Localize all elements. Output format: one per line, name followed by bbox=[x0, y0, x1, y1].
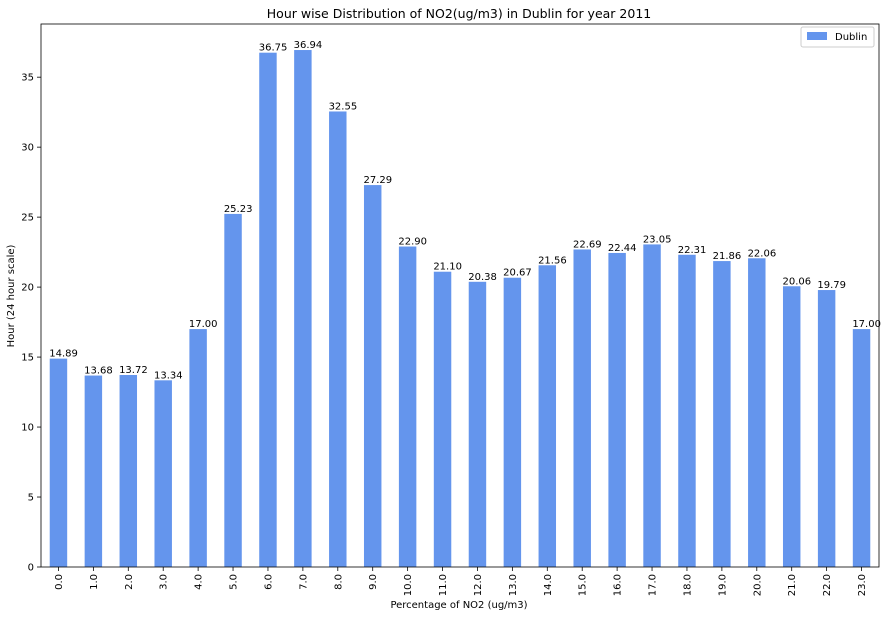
x-tick-label: 15.0 bbox=[578, 574, 589, 596]
x-tick-label: 23.0 bbox=[857, 574, 868, 596]
y-tick-label: 20 bbox=[21, 283, 34, 294]
x-tick-label: 9.0 bbox=[368, 574, 379, 590]
x-tick-label: 22.0 bbox=[822, 574, 833, 596]
bar-value-label: 13.72 bbox=[119, 365, 148, 376]
bar-value-label: 21.56 bbox=[538, 255, 567, 266]
bar-value-label: 22.31 bbox=[678, 245, 707, 256]
plot-frame bbox=[40, 23, 880, 568]
bar-value-label: 20.67 bbox=[503, 268, 532, 279]
bar-value-label: 17.00 bbox=[852, 319, 881, 330]
bar-2.0 bbox=[119, 374, 138, 567]
y-axis-label: Hour (24 hour scale) bbox=[6, 244, 17, 347]
x-tick-label: 2.0 bbox=[124, 574, 135, 590]
bar-value-label: 22.90 bbox=[398, 237, 427, 248]
x-tick-label: 6.0 bbox=[263, 574, 274, 590]
y-tick-label: 30 bbox=[21, 143, 34, 154]
chart-title: Hour wise Distribution of NO2(ug/m3) in … bbox=[267, 6, 651, 21]
bar-5.0 bbox=[224, 213, 242, 568]
x-tick-label: 0.0 bbox=[54, 574, 65, 590]
bar-10.0 bbox=[398, 246, 417, 567]
legend-label-dublin: Dublin bbox=[835, 32, 867, 43]
x-tick-label: 21.0 bbox=[787, 574, 798, 596]
bar-value-label: 14.89 bbox=[49, 349, 78, 360]
x-tick-label: 16.0 bbox=[613, 574, 624, 596]
x-tick-label: 4.0 bbox=[194, 574, 205, 590]
bar-value-label: 13.34 bbox=[154, 370, 183, 381]
bar-21.0 bbox=[782, 286, 801, 567]
bar-12.0 bbox=[468, 281, 487, 567]
legend: Dublin bbox=[800, 26, 875, 48]
bar-value-label: 21.10 bbox=[433, 262, 462, 273]
bar-value-label: 23.05 bbox=[643, 234, 672, 245]
bar-13.0 bbox=[503, 277, 522, 567]
bar-value-label: 22.69 bbox=[573, 239, 602, 250]
bar-value-label: 21.86 bbox=[713, 251, 742, 262]
bar-11.0 bbox=[433, 271, 452, 567]
bar-9.0 bbox=[363, 185, 382, 567]
bar-value-label: 22.44 bbox=[608, 243, 637, 254]
bar-8.0 bbox=[329, 111, 347, 568]
x-tick-label: 14.0 bbox=[543, 574, 554, 596]
bar-value-label: 36.94 bbox=[294, 40, 323, 51]
x-tick-label: 19.0 bbox=[717, 574, 728, 596]
bar-4.0 bbox=[189, 329, 207, 567]
bar-value-label: 17.00 bbox=[189, 319, 218, 330]
y-tick-label: 5 bbox=[28, 493, 34, 504]
y-tick-label: 10 bbox=[21, 423, 34, 434]
bar-value-label: 32.55 bbox=[329, 101, 358, 112]
bar-value-label: 27.29 bbox=[363, 175, 392, 186]
y-tick-label: 15 bbox=[21, 353, 34, 364]
x-tick-label: 5.0 bbox=[229, 574, 240, 590]
x-tick-label: 7.0 bbox=[298, 574, 309, 590]
x-tick-label: 11.0 bbox=[438, 574, 449, 596]
bar-14.0 bbox=[538, 265, 557, 567]
bar-value-label: 36.75 bbox=[259, 43, 288, 54]
bar-3.0 bbox=[154, 380, 172, 567]
y-tick-label: 35 bbox=[21, 73, 34, 84]
bar-16.0 bbox=[608, 252, 626, 567]
bar-17.0 bbox=[643, 244, 661, 567]
x-tick-label: 3.0 bbox=[159, 574, 170, 590]
y-tick-label: 0 bbox=[28, 563, 34, 574]
bar-1.0 bbox=[84, 375, 103, 567]
x-tick-label: 10.0 bbox=[403, 574, 414, 596]
x-tick-label: 8.0 bbox=[333, 574, 344, 590]
bar-22.0 bbox=[817, 290, 836, 567]
bar-value-label: 25.23 bbox=[224, 204, 253, 215]
x-tick-label: 17.0 bbox=[648, 574, 659, 596]
x-tick-label: 18.0 bbox=[682, 574, 693, 596]
bar-23.0 bbox=[852, 329, 871, 567]
bar-value-label: 13.68 bbox=[84, 366, 113, 377]
x-tick-label: 1.0 bbox=[89, 574, 100, 590]
x-tick-label: 12.0 bbox=[473, 574, 484, 596]
bar-19.0 bbox=[713, 261, 731, 567]
bar-6.0 bbox=[259, 52, 277, 567]
bar-value-label: 22.06 bbox=[748, 248, 777, 259]
x-tick-label: 13.0 bbox=[508, 574, 519, 596]
bar-value-label: 19.79 bbox=[817, 280, 846, 291]
x-axis-label: Percentage of NO2 (ug/m3) bbox=[390, 600, 527, 611]
legend-swatch-dublin bbox=[807, 32, 827, 40]
bar-value-label: 20.38 bbox=[468, 272, 497, 283]
x-tick-label: 20.0 bbox=[752, 574, 763, 596]
bar-15.0 bbox=[573, 249, 591, 567]
bar-7.0 bbox=[294, 50, 312, 568]
bar-0.0 bbox=[49, 358, 68, 567]
bar-18.0 bbox=[678, 254, 696, 567]
y-tick-label: 25 bbox=[21, 213, 34, 224]
bar-value-label: 20.06 bbox=[782, 276, 811, 287]
bar-20.0 bbox=[748, 258, 766, 567]
